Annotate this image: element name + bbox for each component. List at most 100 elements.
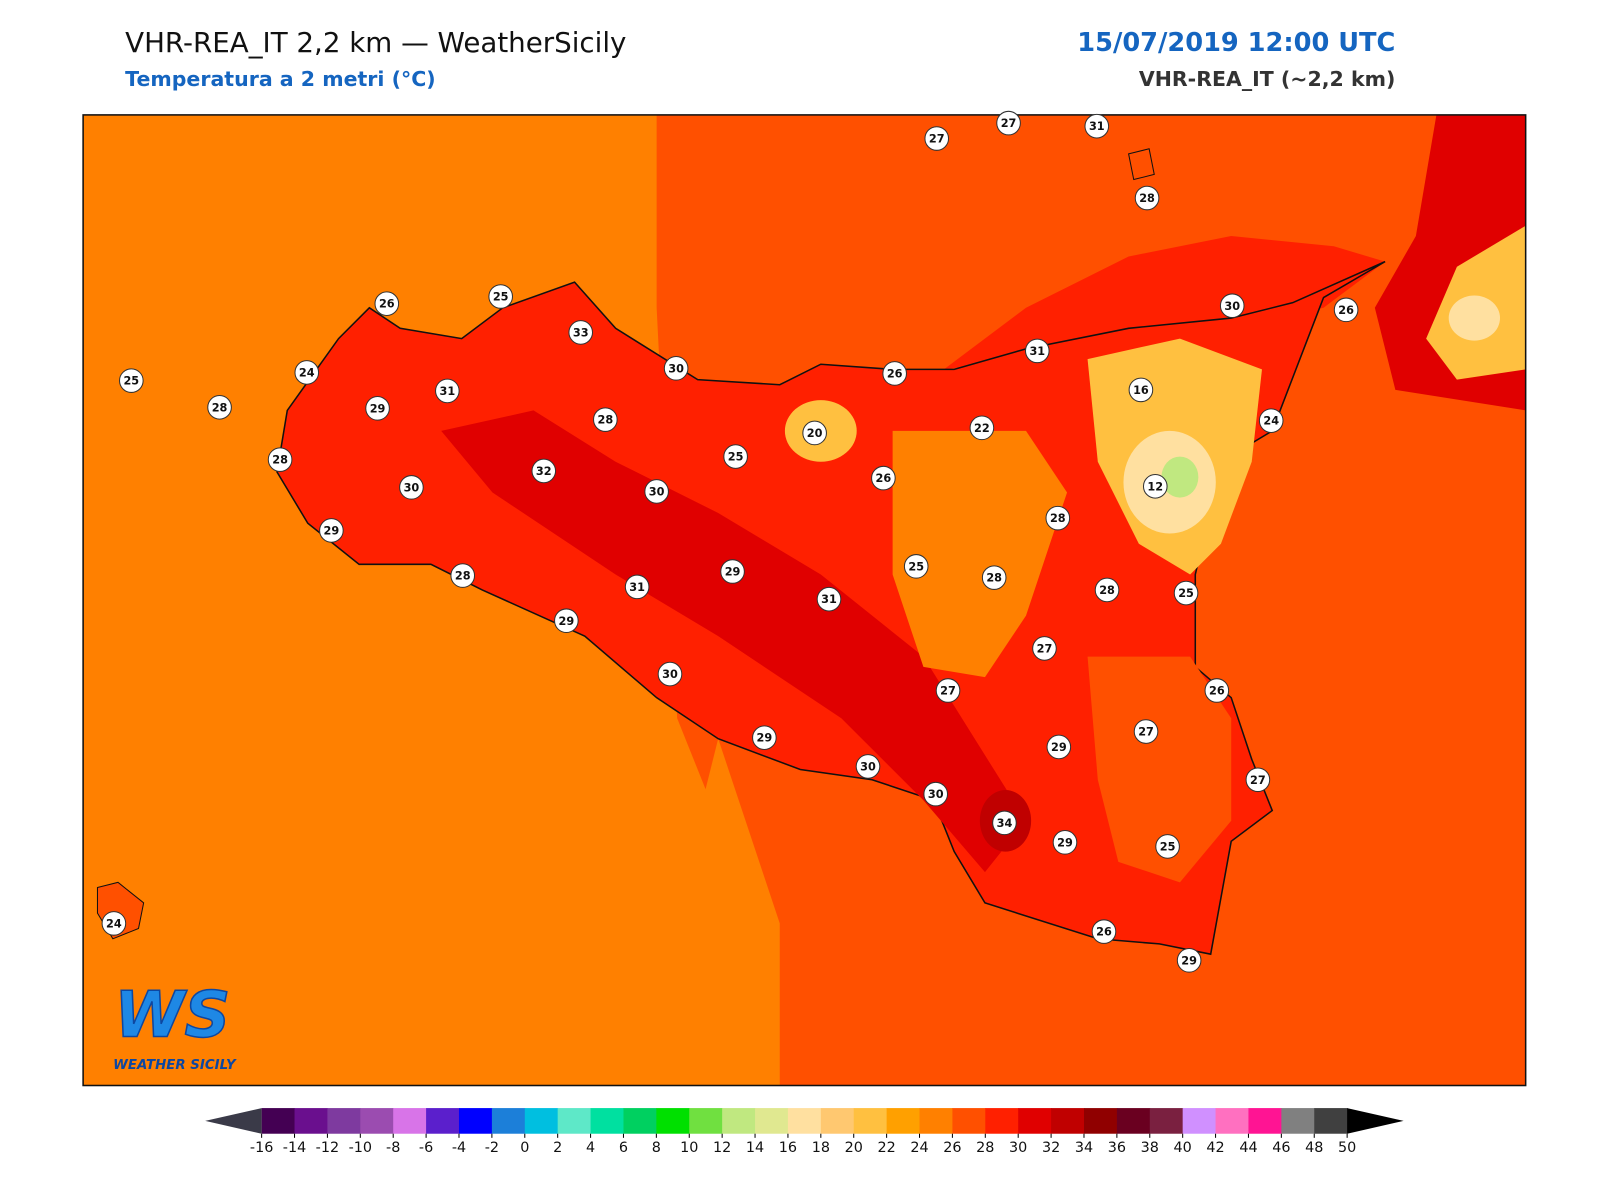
colorbar-segment: [458, 1108, 493, 1134]
station-value: 27: [940, 685, 956, 698]
station-marker: [374, 291, 400, 317]
colorbar-segment: [557, 1108, 592, 1134]
station: 20: [802, 420, 827, 446]
station: 30: [923, 781, 949, 807]
station: 24: [294, 360, 320, 385]
station: 29: [365, 396, 390, 421]
interior-warm: [892, 430, 1068, 678]
colorbar-tick-label: 2: [553, 1140, 562, 1156]
station-marker: [1032, 636, 1057, 661]
station: 16: [1128, 377, 1154, 403]
station-value: 30: [662, 668, 678, 681]
colorbar-segment: [886, 1108, 921, 1134]
station-value: 25: [493, 291, 509, 304]
station: 28: [267, 447, 293, 472]
colorbar-tick-label: 30: [1009, 1140, 1027, 1156]
station-marker: [101, 911, 127, 936]
station-value: 25: [908, 560, 924, 573]
title: VHR-REA_IT 2,2 km — WeatherSicily: [125, 26, 626, 59]
station-value: 27: [1250, 774, 1266, 787]
station-marker: [1052, 830, 1078, 855]
colorbar-tick-label: 50: [1338, 1140, 1356, 1156]
etna-summit: [1161, 456, 1199, 498]
colorbar-segment: [1281, 1108, 1315, 1134]
station: 28: [1045, 505, 1071, 531]
station: 24: [101, 911, 127, 936]
station-marker: [1173, 580, 1199, 606]
station-value: 27: [1037, 642, 1053, 655]
station-marker: [1024, 338, 1050, 364]
station-value: 27: [1138, 726, 1154, 739]
station: 27: [1245, 767, 1271, 793]
station-value: 31: [1029, 345, 1045, 358]
colorbar-segment: [491, 1108, 526, 1134]
station: 24: [1258, 408, 1284, 433]
station-value: 25: [728, 451, 744, 464]
station: 25: [119, 368, 144, 393]
station: 29: [554, 608, 579, 634]
iblei: [1087, 656, 1232, 883]
station: 25: [1155, 834, 1180, 859]
station-marker: [365, 396, 390, 421]
stations: 27 27 31 28 26 25 33 30 30 26 31 26 16 25 24 28 31 29 28 22…: [101, 110, 1359, 973]
station: 27: [1133, 719, 1159, 744]
colorbar-tick-label: 42: [1206, 1140, 1224, 1156]
station-value: 27: [929, 133, 945, 146]
station-marker: [882, 361, 907, 386]
colorbar-segment: [1018, 1108, 1052, 1134]
station-value: 12: [1147, 480, 1163, 493]
station-marker: [923, 781, 949, 807]
station-marker: [1142, 474, 1168, 499]
station-marker: [1134, 185, 1160, 211]
logo-text: WEATHER SICILY: [113, 1058, 237, 1073]
colorbar-segment: [755, 1108, 789, 1134]
colorbar-segment: [689, 1108, 723, 1134]
station-marker: [554, 608, 579, 634]
station: 28: [981, 565, 1007, 590]
station: 25: [1173, 580, 1199, 606]
map-frame: [82, 114, 1527, 1087]
calabria-peak: [1448, 295, 1501, 341]
station-value: 28: [1139, 192, 1155, 205]
colorbar-segment: [952, 1108, 986, 1134]
station-marker: [802, 420, 827, 446]
station-marker: [723, 444, 748, 469]
colorbar-segment: [1083, 1108, 1118, 1134]
station-value: 28: [1099, 584, 1115, 597]
station-marker: [119, 368, 144, 393]
station: 32: [531, 458, 557, 484]
station-value: 29: [1057, 836, 1073, 849]
colorbar-tick-label: 48: [1305, 1140, 1323, 1156]
station-value: 16: [1133, 384, 1149, 397]
colorbar-segment: [820, 1108, 855, 1134]
colorbar-tick-label: 12: [713, 1140, 731, 1156]
colorbar-segment: [1248, 1108, 1282, 1134]
north-band: [943, 235, 1386, 370]
colorbar-segment: [985, 1108, 1019, 1134]
station-marker: [1219, 293, 1245, 319]
station-value: 28: [986, 572, 1002, 585]
colorbar-segment: [393, 1108, 427, 1134]
station-value: 25: [1160, 840, 1176, 853]
station: 25: [723, 444, 748, 469]
station: 30: [663, 356, 689, 381]
station-marker: [267, 447, 293, 472]
station-value: 24: [299, 366, 315, 379]
station: 28: [1094, 577, 1120, 603]
station-value: 31: [629, 581, 645, 594]
colorbar-tick-label: 34: [1075, 1140, 1093, 1156]
colorbar-tick-label: -14: [283, 1140, 306, 1156]
colorbar-tick-label: 40: [1174, 1140, 1192, 1156]
datetime: 15/07/2019 12:00 UTC: [1077, 28, 1395, 58]
station-marker: [1204, 678, 1230, 703]
station: 26: [882, 361, 907, 386]
station-marker: [568, 320, 594, 345]
station-marker: [816, 586, 842, 612]
station-value: 20: [807, 427, 823, 440]
sea-tongue: [697, 738, 780, 1086]
station: 29: [1052, 830, 1078, 855]
station-marker: [996, 110, 1021, 136]
station-value: 28: [272, 454, 288, 467]
station-marker: [969, 415, 995, 441]
station-value: 30: [649, 485, 665, 498]
